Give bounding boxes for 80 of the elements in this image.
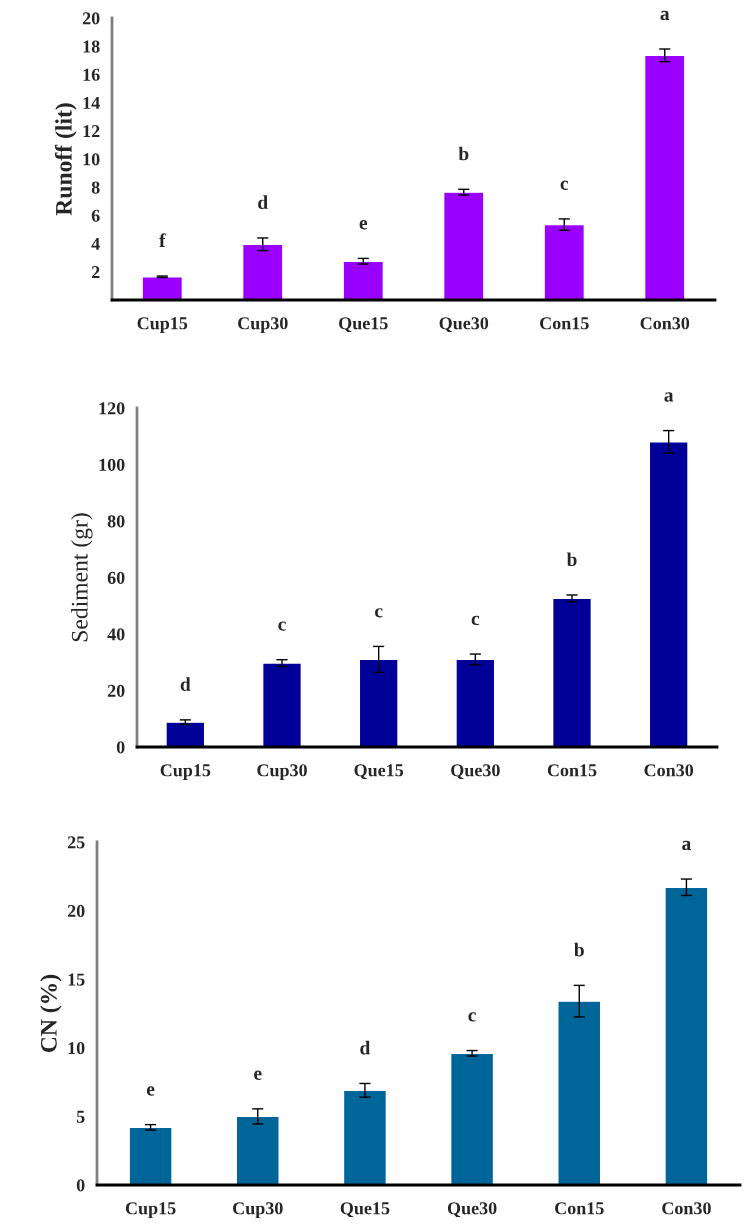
y-tick-label: 12 [83, 125, 100, 138]
y-tick-label: 2 [91, 266, 100, 279]
x-tick-label: Que30 [447, 1202, 497, 1218]
data-label: b [458, 146, 469, 161]
x-tick-label: Cup30 [233, 1202, 283, 1219]
y-tick-label: 10 [68, 1042, 85, 1055]
y-tick-label: 15 [68, 973, 85, 986]
y-tick-label: 60 [107, 571, 125, 584]
bar [342, 1089, 388, 1185]
x-tick-label: Cup15 [160, 764, 211, 781]
bar [557, 1000, 602, 1185]
bar [358, 658, 399, 747]
data-label: d [360, 1040, 371, 1055]
bar [241, 243, 284, 300]
data-label: a [664, 392, 674, 402]
bar [664, 886, 709, 1185]
bar [342, 260, 385, 300]
x-tick-label: Cup30 [257, 764, 307, 781]
x-tick-label: Cup30 [238, 317, 288, 334]
data-label: e [359, 220, 368, 230]
y-tick-label: 80 [107, 515, 125, 528]
x-tick-label: Con30 [662, 1202, 711, 1215]
y-tick-label: 20 [67, 904, 85, 918]
y-tick-label: 20 [82, 12, 100, 25]
x-tick-label: Con15 [540, 317, 589, 330]
y-tick-label: 20 [107, 684, 125, 697]
x-tick-label: Con15 [547, 764, 597, 777]
bar [165, 721, 206, 747]
data-label: a [682, 840, 691, 851]
x-tick-label: Que30 [451, 764, 500, 780]
x-tick-label: Con30 [640, 317, 690, 330]
bar [141, 276, 184, 300]
data-label: c [375, 608, 383, 618]
bar [543, 223, 586, 300]
x-tick-label: Cup15 [137, 317, 188, 334]
bar [643, 54, 686, 300]
data-label: d [180, 677, 191, 691]
y-tick-label: 120 [99, 402, 125, 415]
y-tick-label: 18 [83, 40, 100, 53]
y-tick-label: 8 [91, 181, 100, 194]
y-tick-label: 16 [83, 68, 100, 81]
y-tick-label: 25 [67, 836, 85, 849]
y-tick-label: 0 [76, 1179, 85, 1192]
y-tick-label: 4 [91, 237, 100, 250]
data-label: e [254, 1070, 262, 1080]
data-label: c [278, 621, 286, 631]
y-axis-title: Sediment (gr) [71, 513, 93, 642]
bar [551, 597, 593, 747]
y-axis-title: CN (%) [40, 974, 62, 1053]
data-label: a [660, 10, 670, 21]
data-label: b [574, 942, 584, 957]
data-label: c [471, 615, 480, 626]
data-label: e [146, 1086, 155, 1096]
x-tick-label: Que15 [339, 317, 388, 333]
data-label: d [258, 195, 268, 210]
y-tick-label: 100 [99, 458, 125, 471]
x-tick-label: Que30 [439, 317, 489, 333]
bar [449, 1052, 495, 1185]
y-tick-label: 5 [76, 1110, 85, 1123]
bar [235, 1115, 280, 1185]
bar [261, 662, 303, 747]
bar [442, 191, 485, 300]
y-tick-label: 14 [83, 96, 100, 109]
y-tick-label: 0 [116, 741, 125, 754]
data-label: c [560, 180, 569, 190]
y-tick-label: 40 [107, 628, 125, 641]
x-tick-label: Que15 [354, 764, 404, 780]
data-label: b [566, 552, 577, 567]
x-tick-label: Cup15 [125, 1202, 176, 1219]
bar [455, 658, 496, 747]
x-tick-label: Con30 [644, 764, 694, 777]
y-tick-label: 6 [91, 209, 100, 222]
x-tick-label: Que15 [340, 1202, 390, 1218]
y-axis-title: Runoff (lit) [54, 103, 77, 216]
y-tick-label: 10 [83, 153, 100, 166]
x-tick-label: Con15 [555, 1202, 604, 1215]
data-label: f [159, 233, 166, 247]
bar [128, 1126, 173, 1185]
data-label: c [468, 1012, 476, 1022]
bar [648, 441, 689, 747]
